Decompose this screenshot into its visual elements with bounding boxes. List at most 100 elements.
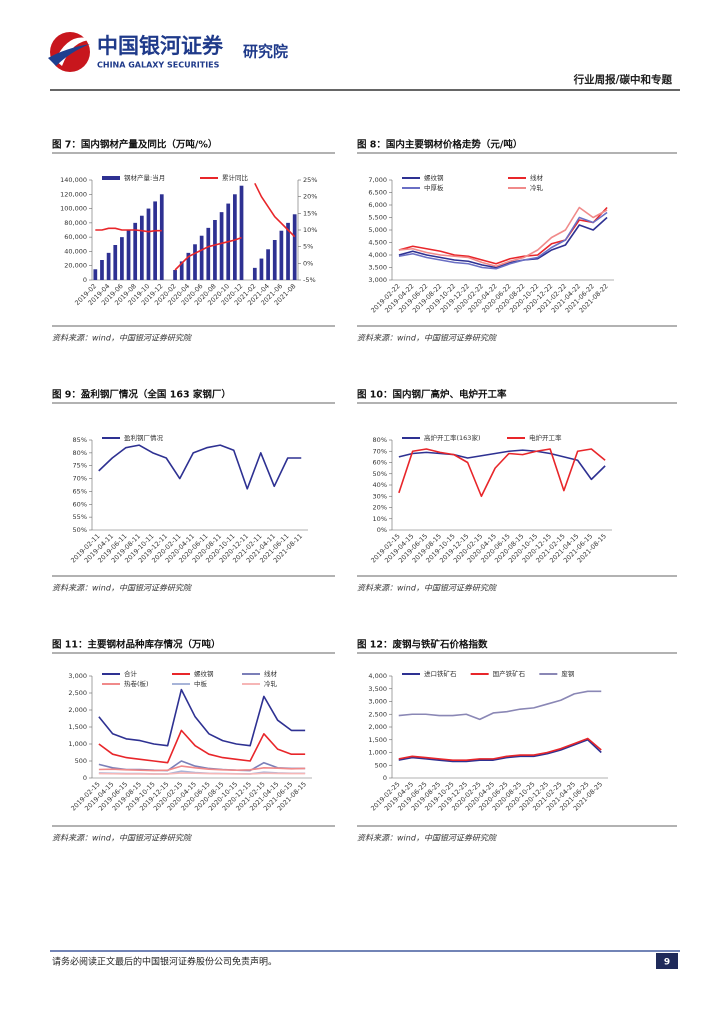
y-tick-label: 5,000 xyxy=(368,226,387,234)
y2-tick-label: 0% xyxy=(303,259,313,267)
y-tick-label: 2,000 xyxy=(68,706,87,714)
bar xyxy=(173,270,177,280)
legend-label: 热卷(板) xyxy=(124,679,149,688)
y-tick-label: 60% xyxy=(73,500,87,508)
legend-label: 盈利钢厂情况 xyxy=(124,433,164,442)
page-number: 9 xyxy=(664,958,670,968)
bar xyxy=(292,214,297,280)
bar xyxy=(146,208,151,280)
figure-title: 图 10：国内钢厂高炉、电炉开工率 xyxy=(357,389,507,401)
y-tick-label: 4,000 xyxy=(368,672,387,680)
legend-label: 螺纹钢 xyxy=(424,173,444,182)
bar xyxy=(120,237,124,280)
y-tick-label: 70% xyxy=(373,447,387,455)
series-line xyxy=(98,772,306,775)
legend-label: 进口铁矿石 xyxy=(424,669,457,678)
bar xyxy=(133,222,138,280)
bar xyxy=(179,261,184,280)
bar xyxy=(153,201,157,280)
y-tick-label: 60% xyxy=(373,459,387,467)
bar xyxy=(113,245,118,280)
y-tick-label: 2,500 xyxy=(68,689,87,697)
y-tick-label: 80% xyxy=(73,449,87,457)
legend-label: 冷轧 xyxy=(264,679,278,688)
figure-title: 图 9：盈利钢厂情况（全国 163 家钢厂） xyxy=(52,389,231,401)
bar xyxy=(252,267,257,280)
bar xyxy=(93,269,98,280)
series-line xyxy=(398,211,608,270)
figure-source: 资料来源：wind，中国银河证券研究院 xyxy=(357,834,498,843)
y-tick-label: 3,000 xyxy=(368,698,387,706)
y-tick-label: 2,500 xyxy=(368,710,387,718)
legend-swatch xyxy=(102,176,120,180)
y-tick-label: 1,000 xyxy=(368,749,387,757)
y-tick-label: 0 xyxy=(83,276,87,284)
figure-source: 资料来源：wind，中国银河证券研究院 xyxy=(52,334,193,343)
series-line xyxy=(98,688,306,747)
series-line xyxy=(398,216,608,269)
y-tick-label: 0 xyxy=(383,774,387,782)
y-tick-label: 70% xyxy=(73,475,87,483)
series-line xyxy=(398,206,608,268)
bar xyxy=(219,212,224,280)
brand-en: CHINA GALAXY SECURITIES xyxy=(97,61,220,70)
y-tick-label: 80,000 xyxy=(64,219,87,227)
bar xyxy=(139,215,144,280)
figure-title: 图 7：国内钢材产量及同比（万吨/%） xyxy=(52,139,217,151)
y-tick-label: 55% xyxy=(73,513,87,521)
y-tick-label: 500 xyxy=(375,761,387,769)
y2-tick-label: 10% xyxy=(303,226,317,234)
legend-label: 累计同比 xyxy=(222,173,249,182)
y-tick-label: 6,000 xyxy=(368,201,387,209)
y2-tick-label: -5% xyxy=(303,276,316,284)
disclaimer: 请务必阅读正文最后的中国银河证券股份公司免责声明。 xyxy=(52,956,277,968)
series-line xyxy=(398,738,602,763)
figure-source: 资料来源：wind，中国银河证券研究院 xyxy=(52,834,193,843)
y-tick-label: 20,000 xyxy=(64,262,87,270)
y-tick-label: 10% xyxy=(373,515,387,523)
report-type: 行业周报/碳中和专题 xyxy=(573,73,673,86)
y-tick-label: 1,500 xyxy=(68,723,87,731)
figure-source: 资料来源：wind，中国银河证券研究院 xyxy=(52,584,193,593)
bar xyxy=(193,244,197,280)
y-tick-label: 7,000 xyxy=(368,176,387,184)
y-tick-label: 1,000 xyxy=(68,740,87,748)
y-tick-label: 4,500 xyxy=(368,239,387,247)
figure-title: 图 12：废钢与铁矿石价格指数 xyxy=(357,639,488,651)
y-tick-label: 3,000 xyxy=(368,276,387,284)
y-tick-label: 5,500 xyxy=(368,214,387,222)
y-tick-label: 500 xyxy=(75,757,87,765)
y-tick-label: 65% xyxy=(73,487,87,495)
logo xyxy=(48,32,92,72)
series-line xyxy=(98,444,302,490)
institute: 研究院 xyxy=(243,43,288,61)
legend-label: 废钢 xyxy=(561,669,575,678)
legend-label: 钢材产量:当月 xyxy=(124,173,165,182)
series-line xyxy=(95,182,296,271)
series-line xyxy=(98,765,306,772)
y2-tick-label: 5% xyxy=(303,243,313,251)
bar xyxy=(259,258,264,280)
legend-label: 冷轧 xyxy=(530,183,544,192)
y-tick-label: 50% xyxy=(73,526,87,534)
y-tick-label: 80% xyxy=(373,436,387,444)
y-tick-label: 60,000 xyxy=(64,233,87,241)
y-tick-label: 3,000 xyxy=(68,672,87,680)
bar xyxy=(106,252,111,280)
legend-label: 中厚板 xyxy=(424,183,444,192)
bar xyxy=(206,227,211,280)
figure-title: 图 8：国内主要钢材价格走势（元/吨） xyxy=(357,139,522,151)
y-tick-label: 1,500 xyxy=(368,736,387,744)
bar xyxy=(159,194,164,280)
y-tick-label: 4,000 xyxy=(368,251,387,259)
series-line xyxy=(398,448,606,498)
brand: 中国银河证券 xyxy=(97,34,224,58)
y-tick-label: 30% xyxy=(373,492,387,500)
bar xyxy=(266,249,270,280)
y-tick-label: 40% xyxy=(373,481,387,489)
legend-label: 电炉开工率 xyxy=(529,433,562,442)
y-tick-label: 3,500 xyxy=(368,264,387,272)
bar xyxy=(279,230,284,280)
